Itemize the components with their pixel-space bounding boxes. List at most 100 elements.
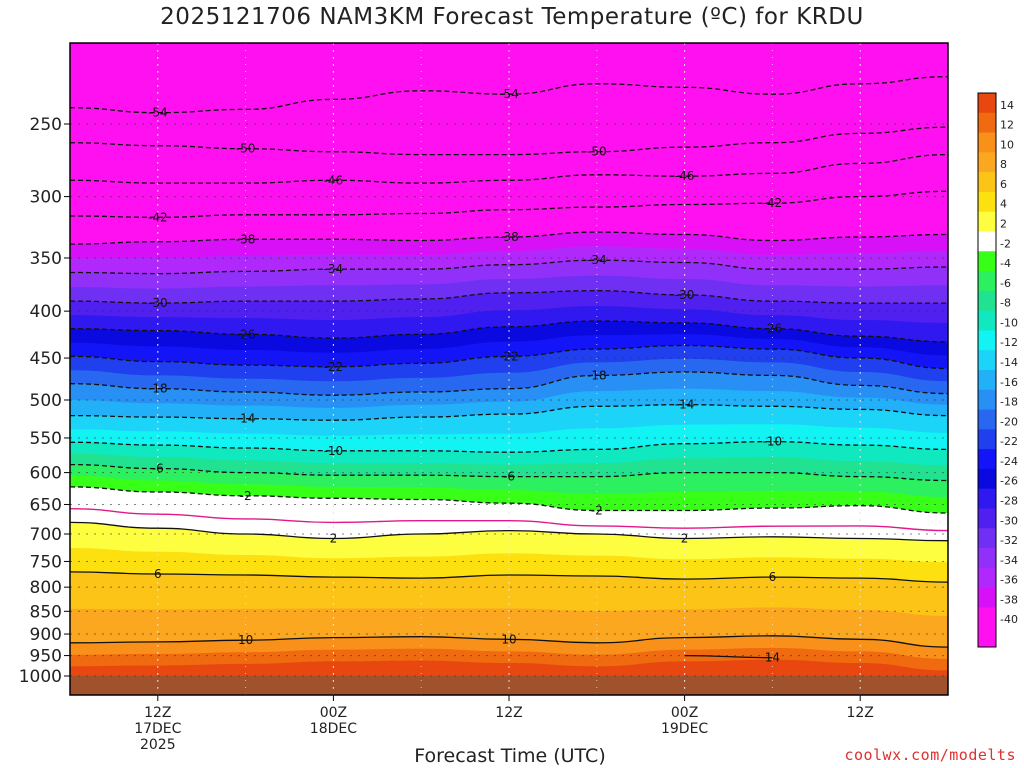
y-tick-label: 950 <box>30 647 62 667</box>
contour-label: 14 <box>765 651 780 665</box>
colorbar-swatch <box>978 508 996 529</box>
contour-line <box>70 76 948 114</box>
colorbar-swatch <box>978 409 996 430</box>
colorbar-label: -34 <box>1000 554 1018 567</box>
colorbar-label: -10 <box>1000 316 1018 329</box>
chart-title: 2025121706 NAM3KM Forecast Temperature (… <box>160 4 864 30</box>
contour-line <box>684 654 773 659</box>
y-tick-label: 550 <box>30 429 62 449</box>
colorbar-swatch <box>978 429 996 450</box>
colorbar-label: 8 <box>1000 158 1007 171</box>
contour-line <box>70 231 948 245</box>
y-tick-label: 800 <box>30 578 62 598</box>
contour-label: -6 <box>503 470 515 484</box>
colorbar: 14 12 10 8 6 4 2 -2 -4 -6 -8 -10 -12 -14 -16 -18 -20 -22 -… <box>977 92 1018 648</box>
y-tick-label: 300 <box>30 188 62 208</box>
contour-line <box>70 126 948 156</box>
colorbar-swatch <box>978 93 996 114</box>
x-tick-label: 00Z <box>671 705 698 721</box>
colorbar-label: -36 <box>1000 574 1018 587</box>
colorbar-label: 2 <box>1000 218 1007 231</box>
contour-labels: -54 -54 -50 -50 -46 -46 -42 -42 -38 -38 -34 -34 -30 -… <box>148 87 783 665</box>
colorbar-swatch <box>978 389 996 411</box>
contour-label: -2 <box>591 504 603 518</box>
colorbar-swatch <box>978 172 996 193</box>
contour-label: -54 <box>148 106 168 120</box>
y-tick-label: 500 <box>30 391 62 411</box>
contour-line <box>70 190 948 218</box>
colorbar-swatch <box>978 271 996 292</box>
colorbar-label: -16 <box>1000 376 1018 389</box>
colorbar-swatch <box>978 310 996 331</box>
contour-line <box>70 440 948 453</box>
y-tick-label: 450 <box>30 349 62 369</box>
colorbar-swatch <box>978 350 996 371</box>
colorbar-label: 12 <box>1000 119 1014 132</box>
colorbar-label: 10 <box>1000 138 1014 151</box>
contour-label: -34 <box>324 262 344 276</box>
contour-line <box>70 259 948 275</box>
colorbar-label: -24 <box>1000 455 1018 468</box>
contour-label: -26 <box>763 322 783 336</box>
colorbar-label: 4 <box>1000 198 1007 211</box>
x-tick-label: 17DEC <box>134 721 181 737</box>
x-tick-label: 19DEC <box>661 721 708 737</box>
colorbar-label: -4 <box>1000 257 1011 270</box>
colorbar-swatch <box>978 191 996 213</box>
contour-label: -10 <box>324 444 344 458</box>
colorbar-label: -20 <box>1000 415 1018 428</box>
contour-line <box>70 521 948 542</box>
colorbar-swatch <box>978 449 996 470</box>
contour-label: -14 <box>236 412 256 426</box>
colorbar-swatch <box>978 548 996 569</box>
y-tick-label: 900 <box>30 625 62 645</box>
colorbar-label: -14 <box>1000 356 1018 369</box>
colorbar-swatch <box>978 112 996 134</box>
contour-label: -2 <box>240 489 252 503</box>
contour-label: -38 <box>236 232 256 246</box>
y-axis-ticks: 250 300 350 400 450 500 550 600 650 700 750 800 850 9… <box>19 115 70 687</box>
contour-label: 10 <box>238 633 253 647</box>
x-tick-label: 12Z <box>144 705 171 721</box>
contour-label: -18 <box>148 382 168 396</box>
colorbar-label: -32 <box>1000 534 1018 547</box>
colorbar-swatch <box>978 231 996 252</box>
contour-label: -42 <box>148 210 168 224</box>
contour-line <box>70 463 948 482</box>
colorbar-swatch <box>978 607 996 628</box>
contour-label: -6 <box>152 462 164 476</box>
contour-label: -26 <box>236 327 256 341</box>
colorbar-swatch <box>978 370 996 391</box>
colorbar-swatch <box>978 132 996 153</box>
y-tick-label: 700 <box>30 525 62 545</box>
contour-label: -22 <box>324 360 344 374</box>
colorbar-swatch <box>978 251 996 272</box>
contour-label: 2 <box>330 532 338 546</box>
colorbar-label: -26 <box>1000 475 1018 488</box>
contour-line <box>70 153 948 184</box>
colorbar-label: -2 <box>1000 237 1011 250</box>
x-tick-label: 2025 <box>140 737 176 753</box>
contour-label: -10 <box>763 435 783 449</box>
y-tick-label: 750 <box>30 552 62 572</box>
colorbar-label: 14 <box>1000 99 1014 112</box>
contour-label: 2 <box>681 532 689 546</box>
colorbar-swatch <box>978 587 996 608</box>
y-tick-label: 1000 <box>19 667 62 687</box>
colorbar-swatch <box>978 528 996 549</box>
colorbar-label: -8 <box>1000 297 1011 310</box>
colorbar-label: -6 <box>1000 277 1011 290</box>
y-tick-label: 400 <box>30 302 62 322</box>
contour-label: -18 <box>587 368 607 382</box>
contour-label: 6 <box>154 567 162 581</box>
x-tick-label: 18DEC <box>310 721 357 737</box>
contour-label: -22 <box>499 349 519 363</box>
colorbar-swatch <box>978 290 996 312</box>
contour-line <box>70 635 948 648</box>
colorbar-label: -28 <box>1000 495 1018 508</box>
colorbar-swatch <box>978 152 996 173</box>
y-tick-label: 600 <box>30 464 62 484</box>
contour-lines <box>70 76 948 659</box>
contour-label: -38 <box>499 230 519 244</box>
